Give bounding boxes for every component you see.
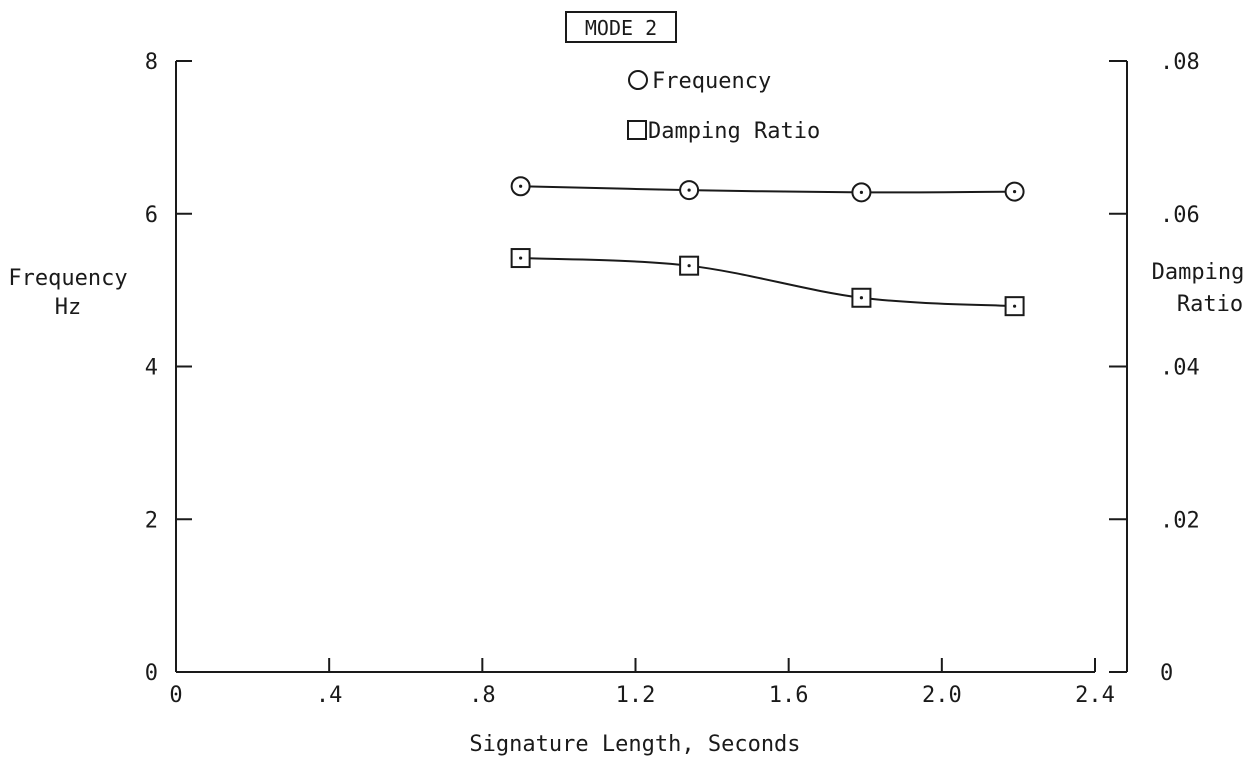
legend-circle-marker bbox=[628, 70, 648, 90]
y2-tick-label: 0 bbox=[1160, 661, 1173, 686]
legend-square-marker bbox=[627, 120, 647, 140]
y-tick-label: 0 bbox=[145, 661, 158, 686]
x-tick-label: 2.0 bbox=[922, 683, 962, 708]
x-axis-title: Signature Length, Seconds bbox=[469, 732, 800, 757]
tick-labels: 0 .4 .8 1.2 1.6 2.0 2.4 0 2 4 6 8 0 .02 .04 .06 .08 bbox=[145, 50, 1200, 708]
y2-tick-label: .08 bbox=[1160, 50, 1200, 75]
frequency-point-dot bbox=[859, 190, 864, 194]
mode-annotation-box bbox=[565, 11, 677, 43]
legend-label-damping-ratio: Damping Ratio bbox=[648, 119, 820, 144]
y2-tick-label: .04 bbox=[1160, 356, 1200, 381]
axes bbox=[175, 61, 1128, 673]
frequency-point-dot bbox=[687, 188, 691, 192]
frequency-point-dot bbox=[1012, 190, 1017, 194]
frequency-line bbox=[520, 185, 1015, 194]
right-axis-title-line2: Ratio bbox=[1177, 292, 1243, 317]
x-tick-label: 2.4 bbox=[1075, 683, 1115, 708]
series-frequency bbox=[510, 176, 1025, 203]
series-damping-ratio bbox=[510, 248, 1025, 317]
y-tick-label: 6 bbox=[145, 203, 158, 228]
right-axis-title-line1: Damping bbox=[1152, 260, 1245, 285]
y2-tick-label: .02 bbox=[1160, 508, 1200, 533]
left-axis-title-line1: Frequency bbox=[8, 266, 127, 291]
legend: Frequency Damping Ratio bbox=[627, 69, 820, 144]
y-tick-label: 4 bbox=[145, 356, 158, 381]
y-tick-label: 8 bbox=[145, 50, 158, 75]
left-axis-title-line2: Hz bbox=[55, 295, 82, 320]
y2-tick-label: .06 bbox=[1160, 203, 1200, 228]
mode-annotation-text: MODE 2 bbox=[585, 16, 657, 40]
legend-label-frequency: Frequency bbox=[652, 69, 771, 94]
series-layer bbox=[510, 176, 1025, 317]
damping-ratio-line bbox=[520, 257, 1015, 308]
y-tick-label: 2 bbox=[145, 508, 158, 533]
damping-ratio-point-dot bbox=[519, 256, 523, 260]
damping-ratio-point-dot bbox=[1012, 304, 1017, 308]
mode-annotation: MODE 2 bbox=[565, 11, 677, 43]
frequency-point-dot bbox=[519, 184, 523, 188]
x-tick-label: .8 bbox=[469, 683, 496, 708]
ticks bbox=[176, 60, 1127, 673]
x-tick-label: 1.6 bbox=[769, 683, 809, 708]
x-tick-label: 1.2 bbox=[616, 683, 656, 708]
damping-ratio-point-dot bbox=[687, 264, 691, 268]
x-tick-label: 0 bbox=[169, 683, 182, 708]
damping-ratio-point-dot bbox=[859, 296, 864, 300]
x-tick-label: .4 bbox=[316, 683, 343, 708]
